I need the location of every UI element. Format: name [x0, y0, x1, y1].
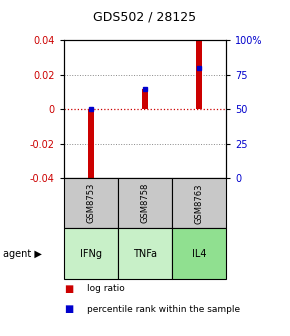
- Text: GSM8763: GSM8763: [195, 183, 204, 223]
- Text: percentile rank within the sample: percentile rank within the sample: [87, 305, 240, 313]
- Text: TNFa: TNFa: [133, 249, 157, 259]
- Text: agent ▶: agent ▶: [3, 249, 42, 259]
- Bar: [196, 40, 202, 109]
- Text: GSM8758: GSM8758: [140, 183, 150, 223]
- Text: ■: ■: [64, 304, 73, 314]
- Text: IL4: IL4: [192, 249, 206, 259]
- Bar: [88, 109, 94, 180]
- Text: log ratio: log ratio: [87, 285, 125, 293]
- Text: IFNg: IFNg: [80, 249, 102, 259]
- Text: ■: ■: [64, 284, 73, 294]
- Text: GSM8753: GSM8753: [86, 183, 95, 223]
- Bar: [142, 89, 148, 109]
- Text: GDS502 / 28125: GDS502 / 28125: [93, 10, 197, 24]
